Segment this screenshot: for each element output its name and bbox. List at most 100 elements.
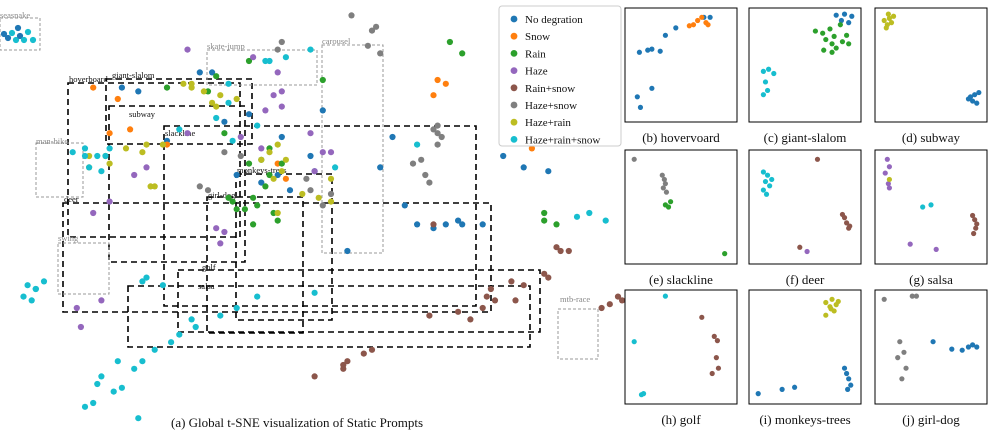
subplot-point (820, 30, 826, 36)
subplot-point (764, 172, 771, 178)
subplot-point (823, 299, 829, 306)
point-haze (217, 240, 224, 247)
point-haze (131, 171, 138, 179)
subplot-point (760, 187, 767, 193)
subplot-point (797, 244, 803, 250)
point-haze-rain-snow (151, 346, 158, 353)
point-haze-rain-snow (254, 293, 261, 300)
legend-label: Rain (525, 48, 546, 60)
point-haze-rain-snow (602, 217, 609, 224)
point-no-degration (520, 164, 527, 171)
point-haze-rain-snow (139, 278, 146, 285)
region-label-salsa: salsa (198, 281, 215, 291)
point-haze-rain (327, 198, 335, 205)
point-haze-rain (151, 183, 158, 190)
point-haze-rain-snow (213, 114, 220, 122)
point-haze-rain-snow (86, 164, 93, 171)
subplot-point (881, 17, 887, 24)
point-rain (229, 198, 236, 205)
point-haze-rain (200, 88, 207, 95)
point-no-degration (401, 202, 408, 209)
subplot-point (959, 347, 965, 353)
point-rain (250, 221, 257, 228)
subplot-point (662, 293, 669, 299)
subplot-point (668, 199, 674, 205)
point-haze-snow (409, 160, 417, 167)
point-haze-rain-snow (188, 316, 195, 323)
subplot-point (885, 181, 891, 187)
point-rain-snow (557, 247, 564, 255)
point-no-degration (545, 168, 552, 175)
subplot-point (792, 384, 798, 390)
point-haze-rain-snow (131, 365, 138, 372)
point-haze-rain (327, 175, 335, 182)
legend-marker (510, 15, 518, 23)
point-haze-rain-snow (81, 403, 89, 410)
subplot-point (909, 293, 915, 299)
point-seasnake (0, 30, 8, 38)
point-haze-rain-snow (135, 415, 142, 422)
subplot-frame (874, 7, 988, 123)
point-no-degration (135, 88, 142, 95)
region-box-girl-dog (206, 196, 304, 334)
point-haze-rain-snow (81, 152, 89, 160)
subplot-point (971, 230, 977, 237)
point-haze-rain (258, 156, 265, 163)
region-box-salsa (127, 285, 531, 348)
subplot-point (821, 47, 827, 53)
point-haze-rain (266, 149, 273, 156)
point-rain-snow (606, 301, 613, 308)
point-rain (262, 183, 269, 190)
subplot-point (634, 94, 640, 100)
subplot-frame (748, 289, 862, 405)
point-rain (319, 76, 326, 84)
point-no-degration (459, 221, 466, 228)
subplot-point (974, 221, 980, 227)
point-haze-rain-snow (106, 145, 113, 152)
point-haze-snow (418, 156, 425, 163)
point-haze-snow (438, 133, 445, 141)
point-no-degration (500, 152, 507, 160)
legend-label: Haze+rain+snow (525, 134, 600, 146)
point-no-degration (278, 133, 285, 141)
point-haze (213, 225, 220, 232)
point-no-degration (307, 152, 314, 160)
point-haze-snow (348, 12, 355, 19)
region-label-seasnake: seasnake (0, 10, 30, 20)
point-haze-rain-snow (110, 388, 117, 395)
point-rain-snow (344, 358, 351, 365)
point-no-degration (377, 164, 384, 171)
point-haze-rain (143, 141, 150, 148)
point-haze-snow (204, 187, 212, 194)
point-rain-snow (545, 274, 552, 281)
subplot-point (970, 342, 976, 348)
point-rain-snow (467, 316, 474, 323)
subplot-frame (748, 149, 862, 265)
region-box-skate-jump (206, 49, 318, 86)
region-label-slackline: slackline (165, 128, 195, 138)
subplot-point (846, 376, 852, 382)
subplot-j-girl-dog: (j) girl-dog (874, 289, 988, 427)
region-label-hoverboard: hoverboard (69, 74, 108, 84)
point-haze-rain-snow (94, 380, 101, 388)
point-haze-rain-snow (225, 80, 232, 87)
point-seasnake (16, 32, 24, 40)
subplot-grid: (b) hovervoard (c) giant-slalom (d) subway… (624, 7, 988, 427)
point-haze (73, 304, 80, 312)
subplot-caption: (i) monkeys-trees (759, 412, 850, 427)
point-seasnake (8, 29, 16, 37)
point-rain (213, 73, 220, 80)
point-rain-snow (520, 282, 527, 289)
subplot-point (882, 170, 888, 176)
subplot-point (833, 45, 839, 51)
point-rain-snow (619, 297, 626, 304)
subplot-point (660, 185, 666, 191)
point-haze (90, 209, 97, 217)
region-label-deer: deer (64, 194, 79, 204)
point-no-degration (118, 84, 125, 91)
subplot-frame (624, 149, 738, 265)
point-rain (245, 160, 253, 167)
subplot-point (636, 49, 643, 55)
legend-frame (498, 5, 622, 147)
subplot-point (764, 87, 771, 94)
